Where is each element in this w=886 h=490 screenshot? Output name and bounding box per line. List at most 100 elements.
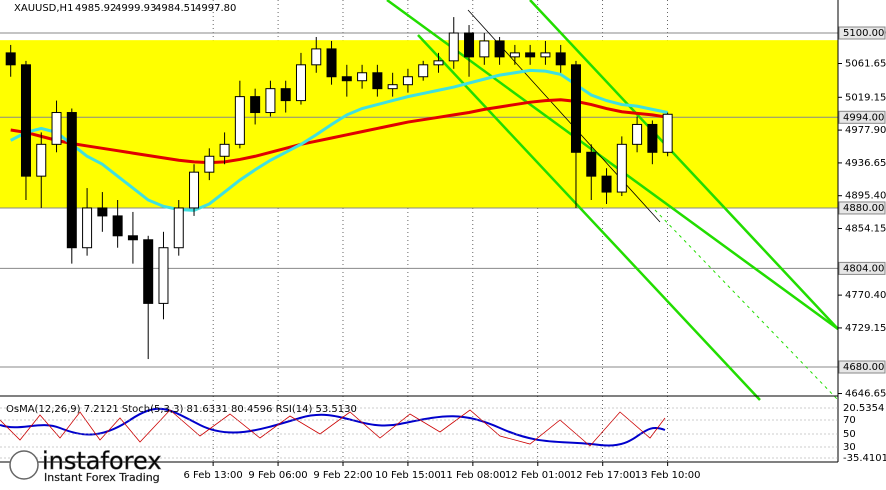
candle bbox=[555, 44, 566, 73]
candle bbox=[127, 211, 138, 264]
candle-body bbox=[525, 52, 536, 58]
ma-line bbox=[10, 98, 668, 165]
candle-body bbox=[143, 239, 154, 304]
candle-body bbox=[311, 48, 322, 66]
logo-text: instaforex bbox=[42, 447, 162, 475]
level-label: 4994.00 bbox=[843, 112, 884, 123]
level-box bbox=[838, 360, 886, 374]
candle bbox=[280, 80, 291, 113]
candle bbox=[20, 60, 31, 201]
candle bbox=[326, 40, 337, 85]
candle-body bbox=[189, 171, 200, 209]
candle-body bbox=[234, 96, 245, 145]
level-label: 4680.00 bbox=[843, 362, 884, 373]
candle-body bbox=[280, 88, 291, 102]
x-tick-label: 13 Feb 10:00 bbox=[635, 470, 701, 481]
x-tick-label: 12 Feb 01:00 bbox=[505, 470, 571, 481]
level-label: 4804.00 bbox=[843, 263, 884, 274]
y-tick-label: 4854.15 bbox=[845, 224, 886, 235]
indicator-tick-label: -35.4101 bbox=[843, 453, 886, 464]
candle-body bbox=[173, 207, 184, 249]
candle-body bbox=[82, 207, 93, 249]
indicator-tick-label: 70 bbox=[843, 415, 856, 426]
levels-layer bbox=[0, 32, 838, 368]
candle-body bbox=[112, 215, 123, 237]
logo-tagline: Instant Forex Trading bbox=[44, 471, 160, 484]
y-tick-label: 4770.40 bbox=[845, 290, 886, 301]
candle bbox=[387, 72, 398, 97]
candle bbox=[464, 25, 475, 77]
candle-body bbox=[448, 32, 459, 62]
candle bbox=[36, 132, 47, 208]
ohlc-value: 4997.80 bbox=[195, 3, 236, 14]
candle-body bbox=[479, 40, 490, 58]
dashed-trend bbox=[654, 209, 839, 401]
candle-body bbox=[632, 123, 643, 145]
candle-body bbox=[616, 143, 627, 193]
candle-body bbox=[295, 64, 306, 102]
candle-body bbox=[219, 143, 230, 157]
candle-body bbox=[402, 76, 413, 86]
candle-body bbox=[97, 207, 108, 217]
candle-body bbox=[586, 151, 597, 177]
y-tick-label: 4936.65 bbox=[845, 158, 886, 169]
candle-body bbox=[127, 235, 138, 241]
x-tick-label: 9 Feb 22:00 bbox=[313, 470, 372, 481]
candle-body bbox=[372, 72, 383, 90]
candle bbox=[601, 168, 612, 204]
indicator-line bbox=[0, 407, 666, 447]
candle bbox=[143, 235, 154, 360]
candle bbox=[234, 80, 245, 149]
channel-line bbox=[529, 0, 839, 330]
candle-body bbox=[326, 48, 337, 78]
level-label: 4880.00 bbox=[843, 203, 884, 214]
indicator-header: OsMA(12,26,9) 7.2121 Stoch(5,3,3) 81.633… bbox=[6, 404, 357, 415]
candle-body bbox=[418, 64, 429, 78]
channel-line bbox=[417, 34, 761, 401]
candle bbox=[448, 17, 459, 69]
candle-body bbox=[540, 52, 551, 58]
candle bbox=[311, 36, 322, 73]
ohlc-value: 4984.51 bbox=[155, 3, 196, 14]
candle bbox=[97, 192, 108, 232]
x-tick-label: 6 Feb 13:00 bbox=[184, 470, 243, 481]
candle-body bbox=[204, 155, 215, 173]
x-tick-label: 9 Feb 06:00 bbox=[248, 470, 307, 481]
level-box bbox=[838, 26, 886, 40]
candle bbox=[51, 100, 62, 153]
candle-body bbox=[464, 32, 475, 58]
y-tick-label: 4895.40 bbox=[845, 191, 886, 202]
candle bbox=[662, 112, 673, 157]
candle bbox=[418, 60, 429, 81]
candle-body bbox=[433, 60, 444, 66]
indicator-tick-label: 50 bbox=[843, 429, 856, 440]
candle bbox=[509, 44, 520, 65]
candle-body bbox=[555, 52, 566, 66]
candle bbox=[494, 36, 505, 65]
candle bbox=[632, 116, 643, 153]
candle bbox=[540, 40, 551, 65]
candle bbox=[402, 68, 413, 93]
candle-body bbox=[387, 84, 398, 90]
candle bbox=[204, 148, 215, 181]
candle bbox=[341, 64, 352, 97]
indicator-tick-label: 20.5354 bbox=[843, 403, 884, 414]
stoch-line bbox=[0, 409, 666, 447]
candle-body bbox=[509, 52, 520, 58]
candle bbox=[219, 132, 230, 165]
candle bbox=[616, 136, 627, 197]
logo: instaforex Instant Forex Trading bbox=[9, 447, 162, 484]
trend-channel bbox=[386, 0, 839, 401]
candle-body bbox=[36, 143, 47, 177]
candle-body bbox=[250, 96, 261, 114]
candle-body bbox=[5, 52, 16, 66]
candle bbox=[479, 33, 490, 65]
y-tick-label: 4977.90 bbox=[845, 125, 886, 136]
plot bbox=[5, 17, 673, 360]
y-tick-label: 4646.65 bbox=[845, 389, 886, 400]
indicator-panel: OsMA(12,26,9) 7.2121 Stoch(5,3,3) 81.633… bbox=[0, 403, 886, 464]
symbol-title: XAUUSD,H1 bbox=[14, 3, 73, 14]
logo-icon bbox=[9, 450, 39, 480]
candle bbox=[586, 144, 597, 201]
x-tick-label: 12 Feb 17:00 bbox=[570, 470, 636, 481]
